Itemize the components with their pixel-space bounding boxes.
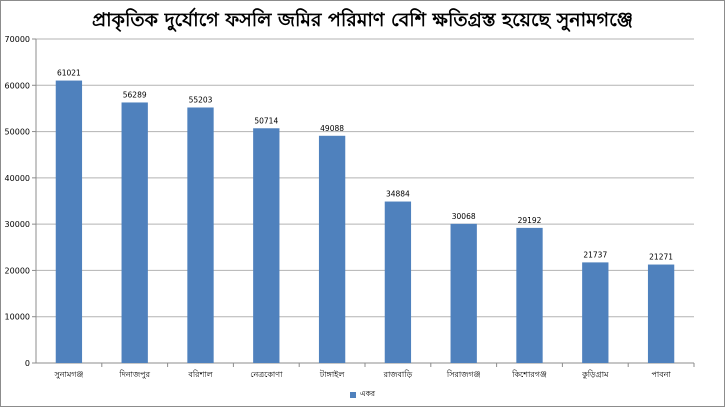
bar xyxy=(516,227,543,363)
data-label: 21737 xyxy=(583,250,607,259)
legend-swatch xyxy=(349,392,356,398)
bar-series: 61021 56289 55203 50714 49088 34884 30068 29192… xyxy=(55,69,675,364)
data-label: 30068 xyxy=(452,212,476,221)
bar xyxy=(450,223,477,363)
x-tick-label: পাবনা xyxy=(651,370,671,379)
x-tick-label: কুড়িগ্রাম xyxy=(581,370,609,379)
x-tick-label: টাঙ্গাইল xyxy=(319,369,345,379)
y-tick-label: 70000 xyxy=(5,35,30,44)
x-tick-label: রাজবাড়ি xyxy=(383,370,413,379)
x-tick-label: সুনামগঞ্জ xyxy=(53,370,83,379)
x-tick-label: সিরাজগঞ্জ xyxy=(446,370,481,379)
bar xyxy=(384,201,412,363)
y-axis: 0 10000 20000 30000 40000 50000 60000 70000 xyxy=(5,35,37,368)
y-tick-label: 0 xyxy=(25,359,30,368)
legend: একর xyxy=(1,389,724,401)
data-label: 56289 xyxy=(123,90,147,99)
bar xyxy=(253,128,280,363)
chart-title: প্রাকৃতিক দুর্যোগে ফসলি জমির পরিমাণ বেশি… xyxy=(91,9,633,31)
x-tick-label: দিনাজপুর xyxy=(118,370,150,379)
data-label: 29192 xyxy=(518,216,542,225)
bar xyxy=(187,107,214,363)
y-tick-label: 20000 xyxy=(5,266,30,275)
bar xyxy=(647,264,675,363)
y-tick-label: 50000 xyxy=(5,128,30,137)
data-label: 34884 xyxy=(386,190,410,199)
y-tick-label: 10000 xyxy=(5,313,30,322)
y-tick-label: 40000 xyxy=(5,174,30,183)
data-label: 55203 xyxy=(189,95,213,104)
bar xyxy=(55,80,83,364)
x-tick-label: বরিশাল xyxy=(187,370,213,379)
x-tick-label: কিশোরগঞ্জ xyxy=(511,370,547,379)
data-label: 61021 xyxy=(57,69,81,78)
data-label: 21271 xyxy=(649,253,673,262)
y-tick-label: 60000 xyxy=(5,81,30,90)
x-tick-label: নেত্রকোণা xyxy=(250,370,283,379)
data-label: 50714 xyxy=(254,116,278,125)
x-axis: সুনামগঞ্জ দিনাজপুর বরিশাল নেত্রকোণা টাঙ্গাইল… xyxy=(53,363,695,379)
data-label: 49088 xyxy=(320,124,344,133)
legend-label: একর xyxy=(359,389,376,398)
y-tick-label: 30000 xyxy=(5,220,30,229)
bar xyxy=(582,262,609,363)
bar xyxy=(121,102,148,363)
bar xyxy=(318,135,346,363)
